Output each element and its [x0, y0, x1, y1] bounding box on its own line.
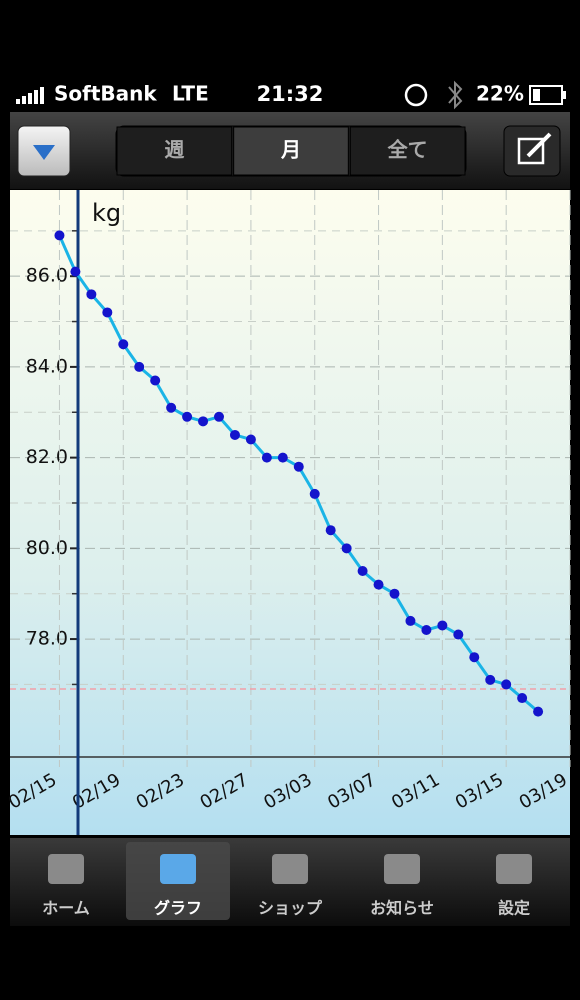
tab-icon[interactable] [384, 854, 420, 884]
data-point [437, 620, 448, 631]
data-point [214, 411, 225, 422]
data-point [485, 674, 496, 685]
data-point [118, 339, 129, 350]
dropdown-button[interactable] [17, 125, 71, 177]
segment[interactable] [233, 126, 349, 176]
data-point [469, 652, 480, 663]
data-point [102, 307, 113, 318]
data-point [373, 579, 384, 590]
data-point [533, 706, 544, 717]
tab-icon[interactable] [272, 854, 308, 884]
data-point [182, 411, 193, 422]
data-point [421, 624, 432, 635]
bluetooth [448, 80, 463, 110]
tab-icon[interactable] [160, 854, 196, 884]
tab-icon[interactable] [48, 854, 84, 884]
data-point [277, 452, 288, 463]
rotation-lock [404, 83, 428, 107]
segment-label: 全て [387, 138, 428, 162]
y-tick-label: 84.0 [26, 355, 68, 377]
data-point [229, 429, 240, 440]
carrier: SoftBank [54, 82, 157, 106]
data-point [389, 588, 400, 599]
data-point [245, 434, 256, 445]
data-point [70, 266, 81, 277]
tab-label[interactable]: ホーム [42, 899, 90, 918]
data-point [166, 402, 177, 413]
tab-label[interactable]: ショップ [258, 899, 323, 918]
data-point [150, 375, 161, 386]
data-point [54, 230, 65, 241]
data-point [325, 525, 336, 536]
data-point [86, 289, 97, 300]
segment[interactable] [116, 126, 233, 176]
tab-label[interactable]: グラフ [154, 899, 202, 918]
data-point [357, 566, 368, 577]
data-point [261, 452, 272, 463]
data-point [293, 461, 304, 472]
chart-background [10, 190, 570, 835]
segment[interactable] [349, 126, 466, 176]
edit-button[interactable] [503, 125, 561, 177]
tab-label[interactable]: お知らせ [370, 899, 434, 918]
data-point [309, 488, 320, 499]
segment-label: 週 [164, 138, 184, 162]
network: LTE [172, 82, 209, 106]
y-tick-label: 82.0 [26, 446, 68, 468]
y-unit: kg [92, 199, 121, 227]
signal [16, 87, 44, 104]
data-point [134, 361, 145, 372]
data-point [198, 416, 209, 427]
battery-icon [529, 85, 566, 105]
tab-label[interactable]: 設定 [498, 899, 530, 918]
segment-label: 月 [280, 138, 301, 162]
battery-text: 22% [476, 82, 524, 106]
data-point [501, 679, 512, 690]
data-point [517, 693, 528, 704]
tab-icon[interactable] [496, 854, 532, 884]
data-point [453, 629, 464, 640]
data-point [405, 615, 416, 626]
clock: 21:32 [257, 82, 324, 106]
y-tick-label: 80.0 [26, 537, 68, 559]
y-tick-label: 86.0 [26, 265, 68, 287]
data-point [341, 543, 352, 554]
y-tick-label: 78.0 [26, 628, 68, 650]
